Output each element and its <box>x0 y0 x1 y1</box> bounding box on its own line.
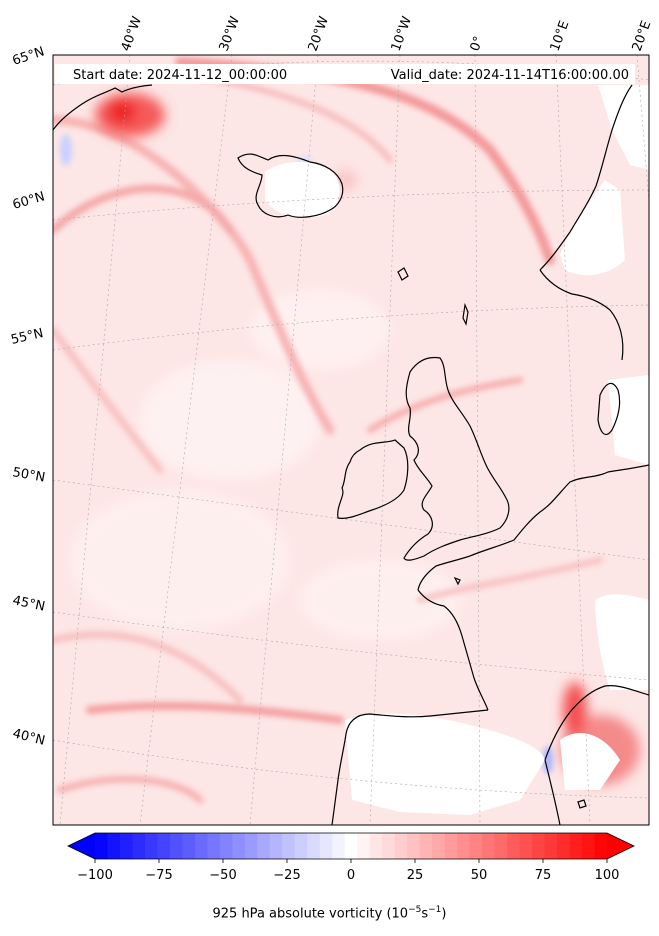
colorbar-tick-label: 25 <box>407 868 424 883</box>
lon-label: 0° <box>468 34 487 53</box>
lat-label: 60°N <box>11 189 47 212</box>
lon-label: 20°W <box>306 14 332 53</box>
colorbar-cell <box>482 833 496 859</box>
colorbar-cell <box>169 833 184 859</box>
map-frame <box>52 54 650 826</box>
colorbar: −100 −75 −50 −25 0 25 50 75 100 <box>67 832 635 883</box>
colorbar-cell <box>282 833 296 859</box>
lon-label: 10°W <box>389 14 415 53</box>
land-masks <box>265 85 649 815</box>
graticule <box>53 55 649 825</box>
lon-label: 20°E <box>630 19 655 54</box>
colorbar-cell <box>432 833 446 859</box>
colorbar-tick-label: 0 <box>347 868 355 883</box>
colorbar-cell <box>594 833 608 859</box>
colorbar-cell <box>219 833 233 859</box>
colorbar-min-extend <box>68 833 95 859</box>
colorbar-cell <box>394 833 408 859</box>
colorbar-cell <box>469 833 483 859</box>
lat-label: 45°N <box>11 593 46 614</box>
colorbar-cell <box>369 833 383 859</box>
colorbar-cell <box>157 833 171 859</box>
lat-label: 65°N <box>11 44 47 68</box>
colorbar-cell <box>532 833 546 859</box>
colorbar-cell <box>357 833 371 859</box>
valid-date-label: Valid_date: 2024-11-14T16:00:00.00 <box>391 68 629 83</box>
colorbar-cell <box>344 833 358 859</box>
colorbar-cell <box>244 833 258 859</box>
colorbar-cell <box>544 833 558 859</box>
colorbar-cell <box>307 833 321 859</box>
colorbar-cell <box>332 833 346 859</box>
colorbar-cell <box>407 833 421 859</box>
colorbar-cell <box>382 833 396 859</box>
colorbar-cell <box>119 833 134 859</box>
colorbar-cell <box>257 833 271 859</box>
colorbar-cell <box>444 833 458 859</box>
colorbar-cell <box>457 833 471 859</box>
vorticity-field <box>53 55 649 825</box>
colorbar-tick-label: 100 <box>595 868 620 883</box>
colorbar-cell <box>557 833 571 859</box>
colorbar-cell <box>207 833 221 859</box>
colorbar-cells <box>95 833 608 859</box>
colorbar-tick-label: 75 <box>535 868 552 883</box>
colorbar-cell <box>269 833 283 859</box>
colorbar-tick-label: −50 <box>209 868 236 883</box>
header-strip <box>55 64 635 84</box>
start-date-label: Start date: 2024-11-12_00:00:00 <box>73 68 287 83</box>
colorbar-tick-label: −75 <box>145 868 172 883</box>
colorbar-tick-label: 50 <box>471 868 488 883</box>
colorbar-cell <box>294 833 308 859</box>
colorbar-cell <box>182 833 196 859</box>
colorbar-max-extend <box>607 833 634 859</box>
colorbar-cell <box>494 833 508 859</box>
colorbar-ticks: −100 −75 −50 −25 0 25 50 75 100 <box>77 859 619 883</box>
longitude-labels: 40°W 30°W 20°W 10°W 0° 10°E 20°E <box>119 14 655 53</box>
lon-label: 10°E <box>548 19 573 54</box>
colorbar-cell <box>519 833 533 859</box>
lat-label: 50°N <box>11 465 46 485</box>
colorbar-cell <box>132 833 146 859</box>
colorbar-cell <box>419 833 433 859</box>
colorbar-cell <box>582 833 596 859</box>
colorbar-cell <box>107 833 121 859</box>
lon-label: 40°W <box>119 14 145 53</box>
colorbar-label: 925 hPa absolute vorticity (10−5s−1) <box>212 905 447 922</box>
colorbar-cell <box>144 833 159 859</box>
coastlines <box>53 84 649 825</box>
latitude-labels: 65°N 60°N 55°N 50°N 45°N 40°N <box>10 44 47 748</box>
colorbar-cell <box>232 833 246 859</box>
colorbar-cell <box>95 833 109 859</box>
colorbar-cell <box>319 833 333 859</box>
lon-label: 30°W <box>217 14 243 53</box>
colorbar-tick-label: −100 <box>77 868 113 883</box>
colorbar-cell <box>569 833 583 859</box>
colorbar-cell <box>194 833 208 859</box>
colorbar-cell <box>507 833 521 859</box>
colorbar-tick-label: −25 <box>273 868 300 883</box>
lat-label: 40°N <box>11 726 46 748</box>
lat-label: 55°N <box>10 326 45 348</box>
